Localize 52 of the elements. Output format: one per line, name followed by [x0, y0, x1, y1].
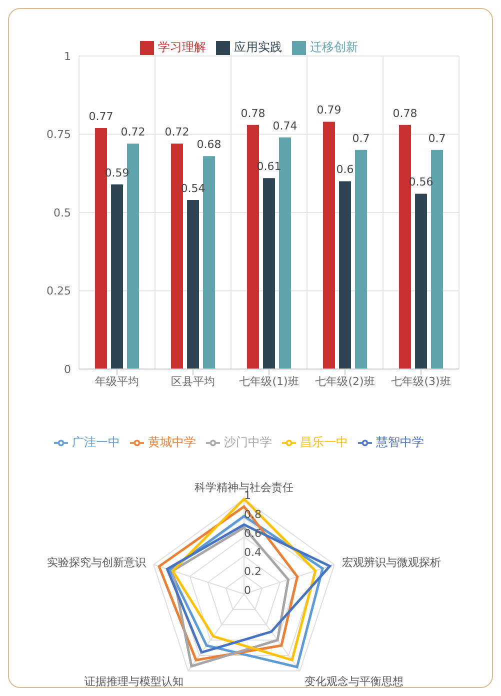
data-label: 0.77: [88, 110, 114, 123]
bar: [263, 178, 275, 369]
y-tick-label: 0.2: [244, 565, 262, 578]
spoke-label: 变化观念与平衡思想: [304, 675, 404, 688]
data-label: 0.7: [428, 132, 446, 145]
data-label: 0.78: [392, 106, 418, 120]
spoke-label: 证据推理与模型认知: [84, 675, 184, 688]
data-label: 0.68: [196, 138, 222, 152]
spoke-label: 实验探究与创新意识: [47, 556, 146, 570]
y-tick-label: 0.75: [46, 128, 71, 142]
spoke-label: 宏观辨识与微观探析: [342, 556, 441, 570]
data-label: 0.78: [240, 106, 266, 120]
y-tick-label: 0: [244, 584, 251, 597]
data-label: 0.6: [336, 163, 354, 176]
legend-label: 黄城中学: [148, 435, 196, 449]
data-label: 0.74: [272, 119, 298, 132]
bar: [203, 156, 215, 369]
bar: [355, 150, 367, 369]
legend-label: 广洼一中: [72, 435, 120, 449]
x-tick-label: 七年级(1)班: [239, 374, 299, 388]
legend-label: 昌乐一中: [300, 435, 348, 449]
y-tick-label: 0.6: [244, 527, 262, 540]
bar: [415, 194, 427, 369]
x-tick-label: 七年级(2)班: [315, 374, 375, 388]
data-label: 0.72: [164, 126, 190, 139]
bar: [95, 128, 107, 369]
bar: [111, 184, 123, 369]
bar: [399, 124, 411, 369]
bar: [323, 122, 335, 369]
x-tick-label: 年级平均: [95, 374, 139, 388]
bar: [247, 124, 259, 369]
data-label: 0.79: [316, 104, 342, 117]
x-tick-label: 七年级(3)班: [391, 374, 451, 388]
bar: [279, 137, 291, 369]
legend-label: 应用实践: [234, 40, 282, 54]
y-tick-label: 0.25: [46, 284, 71, 298]
bar: [127, 144, 139, 369]
legend-label: 慧智中学: [376, 435, 424, 449]
y-tick-label: 0: [64, 362, 71, 376]
y-tick-label: 0.4: [244, 546, 262, 559]
legend-label: 学习理解: [158, 40, 206, 54]
y-tick-label: 0.5: [54, 206, 71, 220]
bar: [339, 181, 351, 369]
legend-label: 迁移创新: [310, 40, 358, 54]
bar: [431, 150, 443, 369]
bar: [171, 144, 183, 369]
y-tick-label: 1: [64, 50, 71, 63]
legend-label: 沙门中学: [224, 435, 272, 449]
bar: [187, 200, 199, 369]
data-label: 0.72: [120, 126, 146, 139]
data-label: 0.7: [352, 132, 370, 145]
x-tick-label: 区县平均: [171, 374, 215, 388]
